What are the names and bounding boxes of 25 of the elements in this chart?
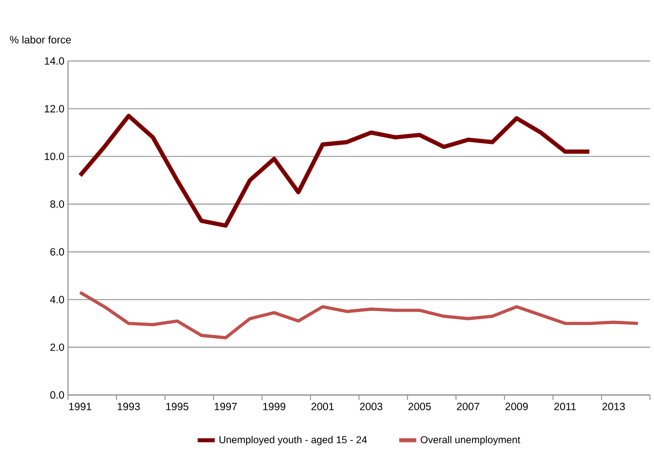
y-tick-label: 6.0 (50, 248, 64, 256)
x-tick-label: 2007 (456, 402, 480, 410)
x-tick-label: 2011 (554, 402, 576, 410)
y-tick-label: 14.0 (44, 57, 64, 65)
x-tick-label: 2003 (360, 402, 382, 410)
legend-label: Unemployed youth - aged 15 - 24 (220, 436, 367, 446)
x-tick-label: 1997 (214, 402, 237, 410)
y-axis-title: % labor force (10, 36, 71, 44)
line-series (78, 114, 592, 228)
x-tick-label: 2001 (311, 402, 334, 410)
x-tick-label: 1995 (166, 402, 188, 410)
y-tick-label: 0.0 (50, 391, 64, 399)
x-tick-label: 1993 (118, 402, 140, 410)
x-tick-label: 2013 (602, 402, 625, 410)
y-tick-label: 10.0 (44, 152, 64, 160)
x-tick-label: 2009 (505, 402, 528, 410)
x-tick-label: 1991 (69, 402, 92, 410)
y-tick-label: 8.0 (50, 200, 64, 208)
y-tick-label: 12.0 (44, 104, 64, 112)
y-tick-label: 2.0 (50, 344, 64, 351)
legend-label: Overall unemployment (420, 436, 520, 446)
x-tick-label: 1999 (263, 402, 286, 410)
x-tick-label: 2005 (408, 402, 431, 410)
y-tick-label: 4.0 (50, 296, 64, 304)
line-series (78, 290, 640, 340)
